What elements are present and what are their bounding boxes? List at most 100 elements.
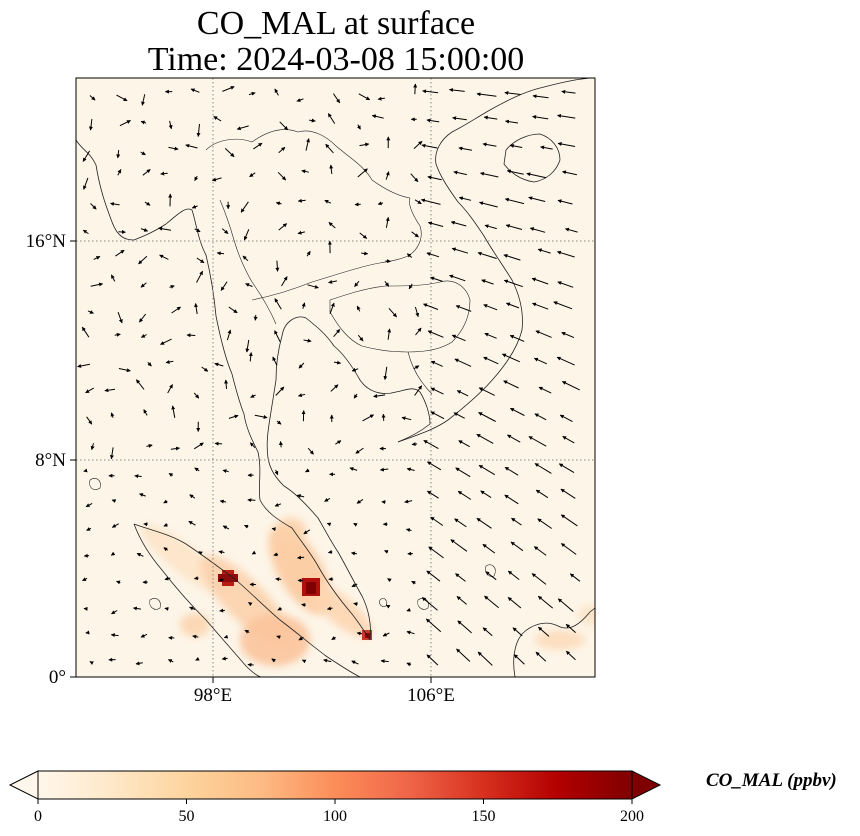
wind-arrow <box>505 302 520 309</box>
wind-arrow <box>274 298 282 310</box>
wind-arrow <box>243 229 250 241</box>
wind-arrow <box>110 633 119 638</box>
wind-arrow <box>478 464 496 476</box>
wind-arrow <box>118 229 126 234</box>
wind-arrow <box>216 251 225 256</box>
wind-arrow <box>385 216 390 228</box>
wind-arrow <box>86 527 92 531</box>
wind-arrow <box>401 416 412 421</box>
wind-arrow <box>356 124 361 130</box>
wind-arrow <box>413 83 418 95</box>
map-background <box>76 78 595 677</box>
wind-arrow <box>553 301 573 310</box>
wind-arrow <box>117 169 122 176</box>
wind-arrow <box>426 252 440 258</box>
wind-arrow <box>565 623 576 633</box>
wind-arrow <box>110 274 116 282</box>
wind-arrow <box>139 493 146 497</box>
wind-arrow <box>479 201 498 208</box>
wind-arrow <box>456 648 471 662</box>
wind-arrow <box>188 520 196 526</box>
colorbar-ramp <box>38 771 632 799</box>
wind-arrow <box>404 499 413 504</box>
wind-arrow <box>226 329 232 341</box>
wind-arrow <box>560 488 576 499</box>
wind-arrow <box>104 388 116 393</box>
wind-arrow <box>144 201 151 206</box>
wind-arrow <box>160 171 168 176</box>
wind-arrow <box>354 280 360 287</box>
wind-arrow <box>140 282 147 288</box>
wind-arrow <box>504 494 519 505</box>
wind-arrow <box>452 116 467 121</box>
wind-arrow <box>140 633 148 638</box>
wind-arrow <box>513 654 525 665</box>
wind-arrow <box>171 306 182 314</box>
wind-arrow <box>456 596 467 605</box>
map-title: CO_MAL at surface <box>196 5 476 42</box>
wind-arrow <box>192 634 199 639</box>
wind-arrow <box>455 467 471 478</box>
wind-arrow <box>274 88 279 96</box>
colorbar-tick-200: 200 <box>620 808 644 825</box>
wind-arrow <box>533 546 547 556</box>
wind-arrow <box>325 143 334 154</box>
wind-arrow <box>458 146 472 151</box>
wind-arrow <box>277 171 287 181</box>
wind-arrow <box>140 151 146 156</box>
wind-arrow <box>253 314 258 321</box>
wind-arrow <box>408 283 413 290</box>
wind-arrow <box>170 446 180 451</box>
map-time-subtitle: Time: 2024-03-08 15:00:00 <box>147 41 525 78</box>
wind-arrow <box>331 636 336 641</box>
wind-arrow <box>326 606 333 611</box>
wind-arrow <box>509 335 525 342</box>
wind-arrow <box>213 116 222 122</box>
wind-arrow <box>359 232 368 239</box>
wind-arrow <box>430 387 444 395</box>
wind-arrow <box>109 447 114 460</box>
wind-arrow <box>90 282 104 287</box>
wind-arrow <box>531 573 547 585</box>
wind-arrow <box>387 328 392 340</box>
map-frame <box>75 77 596 678</box>
wind-arrow <box>351 551 357 556</box>
wind-arrow <box>134 474 142 479</box>
wind-arrow <box>224 379 229 389</box>
wind-arrow <box>195 656 200 661</box>
wind-arrow <box>222 525 230 530</box>
wind-arrow <box>411 231 419 238</box>
wind-arrow <box>535 489 549 499</box>
wind-arrow <box>565 650 576 661</box>
wind-arrow <box>353 522 358 527</box>
wind-arrow <box>272 356 278 366</box>
wind-arrow <box>423 303 439 310</box>
wind-arrow <box>538 626 550 637</box>
wind-arrow <box>298 636 304 641</box>
wind-arrow <box>426 490 439 499</box>
wind-arrow <box>244 629 250 634</box>
wind-arrow <box>355 447 364 454</box>
wind-arrow <box>413 140 423 149</box>
wind-arrow <box>111 499 117 503</box>
wind-arrow <box>357 334 364 342</box>
wind-arrow <box>244 524 249 529</box>
wind-arrow <box>476 517 492 529</box>
wind-arrow <box>273 552 279 557</box>
wind-arrow <box>306 250 311 257</box>
wind-arrow <box>351 660 359 665</box>
wind-arrow <box>236 125 249 131</box>
wind-arrow <box>385 604 391 609</box>
wind-arrow <box>278 441 283 448</box>
wind-arrow <box>361 251 369 256</box>
wind-arrow <box>349 467 358 471</box>
wind-arrow <box>377 96 385 101</box>
wind-arrow <box>456 390 469 397</box>
wind-arrow <box>351 367 359 372</box>
wind-arrow <box>538 386 552 394</box>
wind-arrow <box>87 310 94 314</box>
wind-arrow <box>82 150 91 162</box>
wind-arrow <box>196 123 201 137</box>
wind-arrow <box>357 168 368 178</box>
